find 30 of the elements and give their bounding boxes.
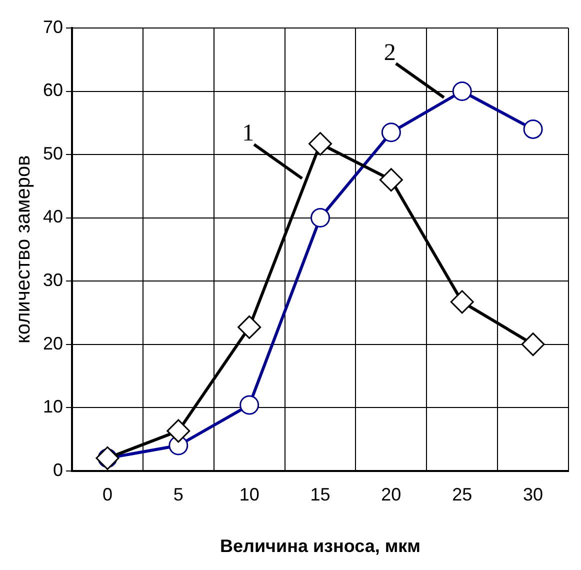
point [240,395,260,415]
y-tick-label: 60 [42,80,64,100]
x-tick-label: 25 [452,484,472,505]
y-tick-label: 20 [42,333,64,354]
point [452,82,472,102]
point [523,119,543,139]
text: 2 [384,40,396,66]
point [521,332,545,356]
y-tick-label: 40 [42,206,64,227]
point [379,168,403,192]
x-tick-label: 30 [523,484,544,505]
y-tick-label: 50 [42,143,64,164]
x-tick-label: 5 [173,484,184,505]
x-axis-title: Величина износа, мкм [220,536,420,556]
point [381,122,401,142]
x-tick-label: 10 [239,484,260,505]
x-tick-label: 15 [310,484,330,505]
point [166,419,190,443]
text: 1 [242,120,254,147]
y-axis-title: количество замеров [12,155,35,344]
point [238,315,262,339]
x-tick-label: 20 [381,484,402,505]
point [308,132,332,156]
y-tick-label: 10 [42,396,64,417]
y-tick-label: 30 [42,270,64,290]
y-tick-label: 0 [53,460,64,480]
point [310,208,330,228]
x-tick-label: 0 [102,484,112,505]
point [450,290,474,314]
y-tick-label: 70 [42,16,64,37]
